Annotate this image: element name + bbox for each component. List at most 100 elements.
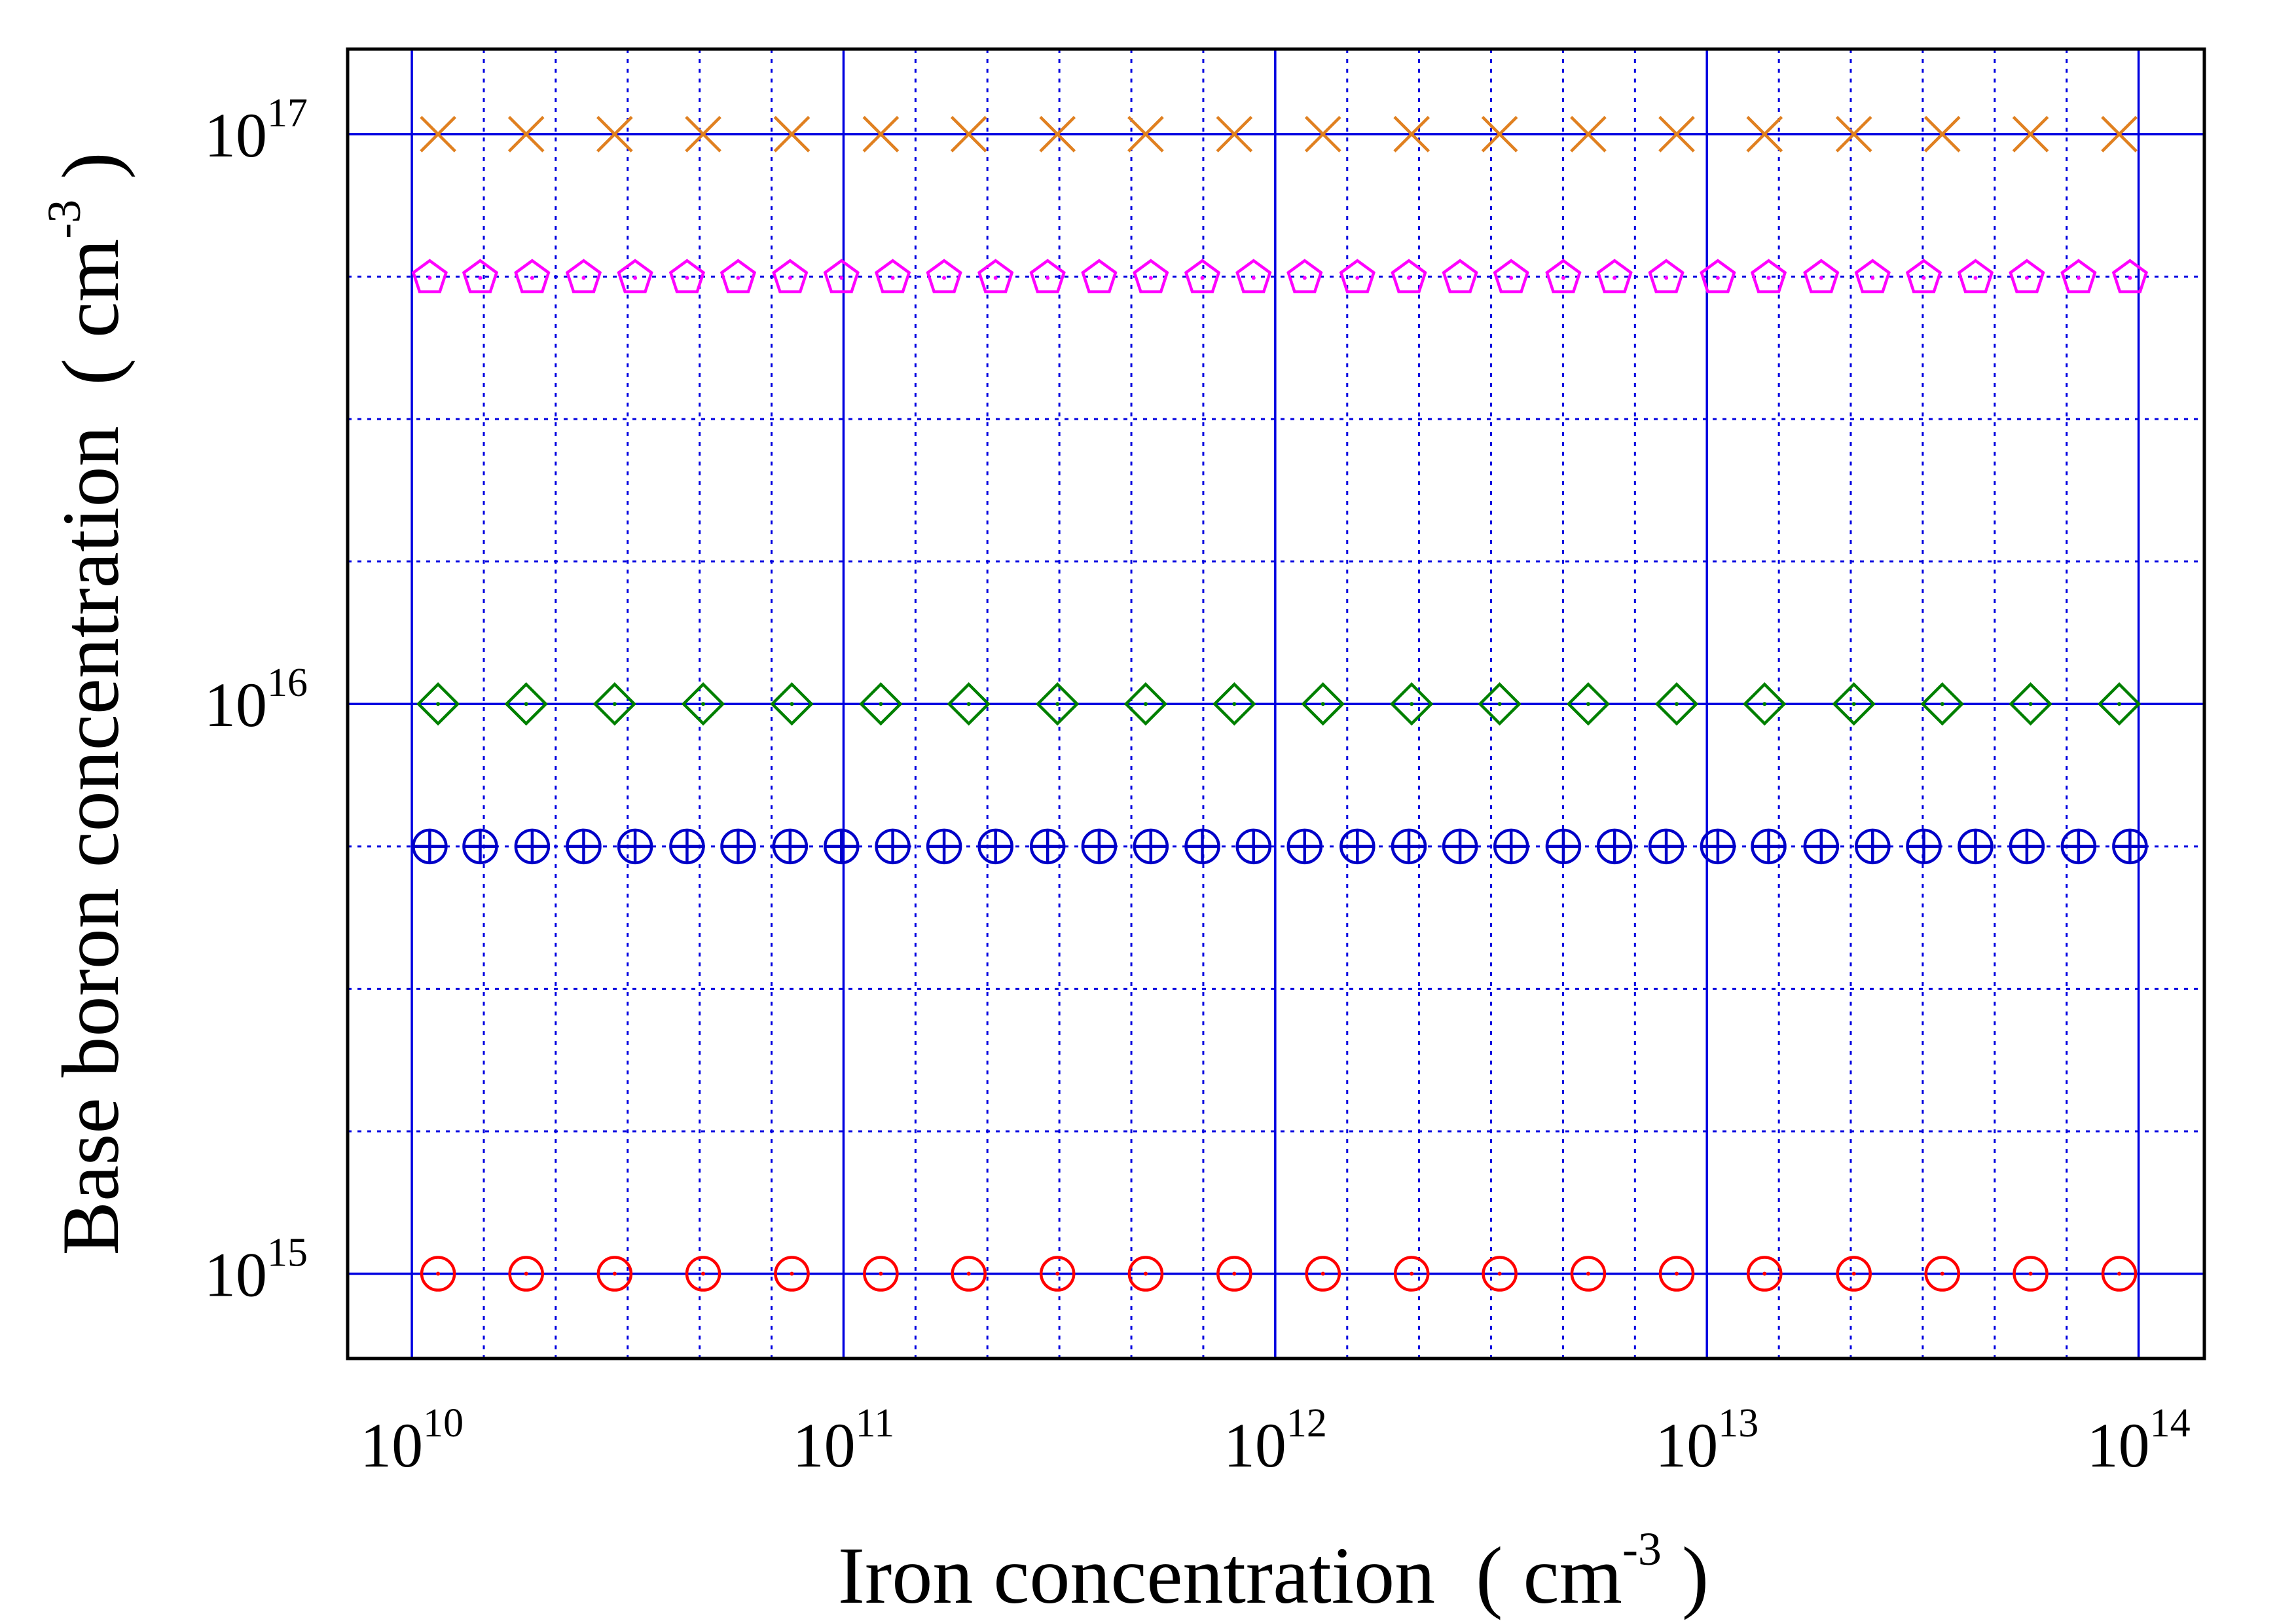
marker-ring: [1305, 1256, 1341, 1292]
y-axis-title: Base boron concentration ( cm-3 ): [38, 152, 136, 1255]
marker-ring: [951, 1256, 987, 1292]
x-axis-title-text: Iron concentration ( cm: [838, 1531, 1622, 1620]
data-point: [1442, 828, 1478, 865]
y-tick-exponent: 17: [267, 91, 308, 136]
marker-dot: [1664, 276, 1669, 280]
data-point: [681, 682, 725, 726]
marker-dot: [1940, 1271, 1944, 1276]
marker-x: [1570, 116, 1607, 153]
marker-ring: [774, 1256, 810, 1292]
data-point: [1958, 828, 1994, 865]
marker-x: [1658, 116, 1695, 153]
data-point: [1570, 116, 1607, 153]
marker-dot: [1302, 276, 1307, 280]
y-tick-exponent: 15: [267, 1231, 308, 1275]
data-point: [720, 828, 756, 865]
data-point: [1036, 682, 1080, 726]
data-point: [1478, 682, 1522, 726]
marker-diamond: [1566, 682, 1611, 726]
y-tick-base: 10: [204, 100, 267, 170]
marker-plus: [825, 830, 858, 863]
marker-x: [1039, 116, 1076, 153]
data-point: [1127, 116, 1164, 153]
marker-x: [2101, 116, 2138, 153]
data-point: [1803, 828, 1840, 865]
data-point: [1339, 259, 1376, 293]
data-point: [774, 1256, 810, 1292]
marker-pentagon: [2111, 259, 2149, 293]
marker-ring: [2101, 1256, 2138, 1292]
marker-dot: [1586, 702, 1590, 706]
data-point: [2097, 682, 2141, 726]
data-point: [514, 828, 551, 865]
data-point: [2009, 682, 2052, 726]
marker-plus: [2010, 830, 2043, 863]
marker-plus: [1288, 830, 1321, 863]
data-point: [1081, 828, 1118, 865]
data-point: [1906, 828, 1942, 865]
data-point: [875, 828, 911, 865]
data-point: [2112, 828, 2148, 865]
marker-dot: [524, 702, 528, 706]
data-point: [1133, 828, 1169, 865]
data-point: [1482, 1256, 1518, 1292]
marker-dot: [530, 276, 534, 280]
data-point: [1442, 259, 1478, 293]
data-point: [1596, 828, 1633, 865]
marker-x: [950, 116, 987, 153]
data-point: [462, 259, 499, 293]
marker-pentagon: [514, 259, 551, 293]
marker-pentagon: [1133, 259, 1169, 293]
marker-pentagon: [1391, 259, 1427, 293]
data-point: [863, 1256, 899, 1292]
data-point: [1923, 116, 1961, 153]
y-tick-base: 10: [204, 1240, 267, 1310]
marker-dot: [1410, 702, 1414, 706]
marker-plus: [1237, 830, 1270, 863]
data-point: [1133, 259, 1169, 293]
marker-plus: [928, 830, 961, 863]
marker-dot: [1851, 1271, 1856, 1276]
marker-pentagon: [1081, 259, 1118, 293]
marker-plus: [1856, 830, 1889, 863]
marker-pentagon: [720, 259, 757, 293]
marker-diamond: [1920, 682, 1964, 726]
marker-ring: [596, 1256, 633, 1292]
data-point: [1596, 259, 1633, 293]
data-point: [1212, 682, 1256, 726]
marker-dot: [790, 1271, 794, 1276]
data-point: [1393, 116, 1430, 153]
marker-dot: [1232, 702, 1237, 706]
marker-pentagon: [1854, 259, 1891, 293]
data-point: [1493, 828, 1529, 865]
marker-diamond: [1389, 682, 1434, 726]
y-tick-label: 1015: [204, 1231, 308, 1310]
marker-dot: [890, 276, 895, 280]
marker-pentagon: [617, 259, 653, 293]
data-point: [2012, 116, 2049, 153]
marker-diamond: [681, 682, 725, 726]
marker-diamond: [1654, 682, 1699, 726]
data-point: [1700, 259, 1736, 293]
data-point: [950, 116, 987, 153]
data-point: [1957, 259, 1994, 293]
marker-ring: [1039, 1256, 1076, 1292]
y-tick-base: 10: [204, 670, 267, 740]
data-point: [1566, 682, 1611, 726]
marker-dot: [478, 276, 483, 280]
marker-x: [1393, 116, 1430, 153]
marker-dot: [2028, 702, 2033, 706]
marker-plus: [1444, 830, 1477, 863]
marker-dot: [1509, 276, 1514, 280]
marker-dot: [633, 276, 638, 280]
marker-pentagon: [1442, 259, 1478, 293]
marker-dot: [1232, 1271, 1237, 1276]
marker-plus: [670, 830, 704, 863]
marker-ring: [1127, 1256, 1164, 1292]
marker-pentagon: [1596, 259, 1633, 293]
marker-dot: [1458, 276, 1463, 280]
data-point: [1854, 259, 1891, 293]
marker-x: [1304, 116, 1341, 153]
